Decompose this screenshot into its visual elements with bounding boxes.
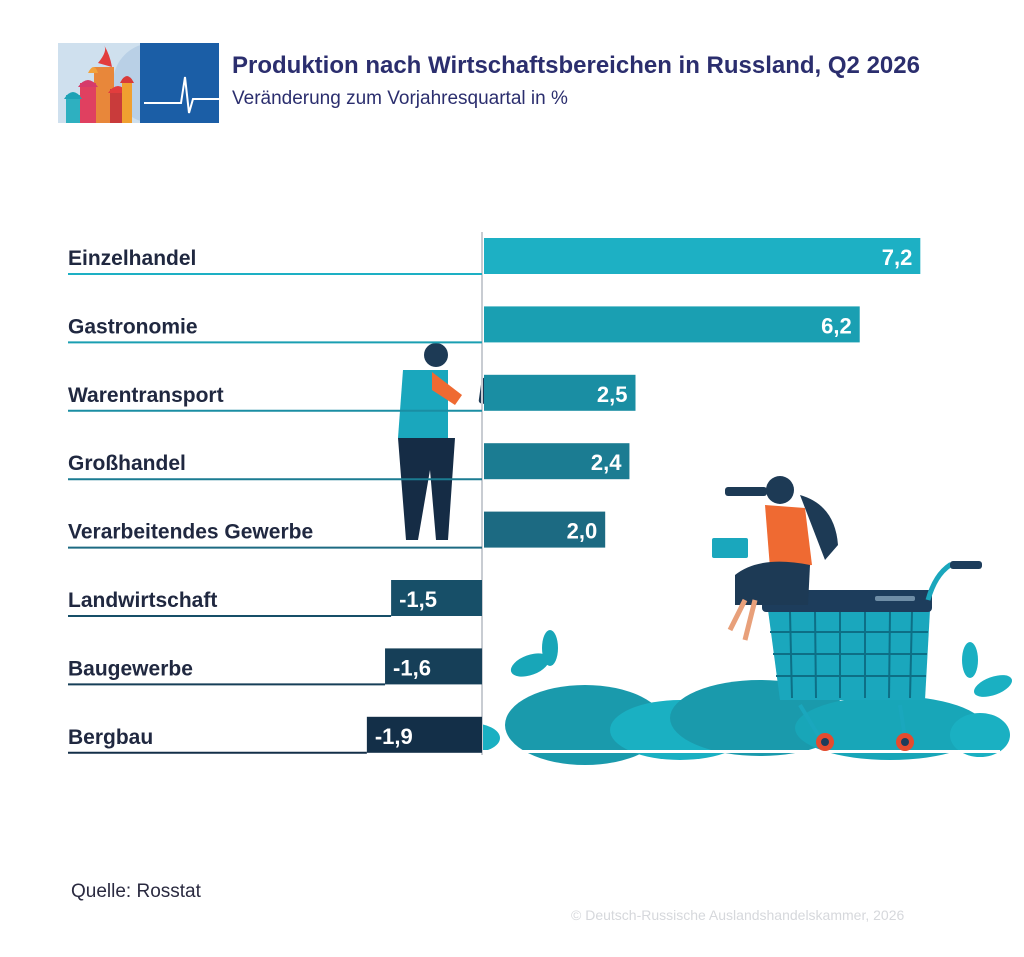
value-label: 2,4 bbox=[591, 450, 622, 475]
chart-title: Produktion nach Wirtschaftsbereichen in … bbox=[232, 52, 920, 79]
chart-subtitle: Veränderung zum Vorjahresquartal in % bbox=[232, 88, 568, 109]
category-label: Verarbeitendes Gewerbe bbox=[68, 521, 313, 544]
value-label: 2,0 bbox=[567, 519, 598, 544]
bar-gastronomie bbox=[484, 306, 860, 343]
bar-einzelhandel bbox=[484, 238, 921, 274]
value-label: 6,2 bbox=[821, 313, 852, 338]
header-logo bbox=[58, 43, 219, 123]
value-label: 7,2 bbox=[882, 245, 913, 270]
bar-landwirtschaft bbox=[391, 580, 482, 616]
category-label: Baugewerbe bbox=[68, 657, 193, 680]
bar-großhandel bbox=[484, 443, 630, 480]
bar-verarbeitendes-gewerbe bbox=[484, 511, 606, 548]
value-label: 2,5 bbox=[597, 382, 628, 407]
value-label: -1,6 bbox=[393, 655, 431, 680]
category-label: Gastronomie bbox=[68, 315, 198, 338]
category-label: Großhandel bbox=[68, 452, 186, 475]
category-label: Warentransport bbox=[68, 384, 224, 407]
category-label: Landwirtschaft bbox=[68, 589, 217, 612]
value-label: -1,9 bbox=[375, 724, 413, 749]
value-label: -1,5 bbox=[399, 587, 437, 612]
bar-baugewerbe bbox=[385, 648, 482, 685]
category-label: Einzelhandel bbox=[68, 247, 196, 270]
bar-bergbau bbox=[366, 716, 482, 753]
bar-warentransport bbox=[484, 374, 636, 411]
copyright-note: © Deutsch-Russische Auslandshandelskamme… bbox=[571, 907, 905, 923]
category-label: Bergbau bbox=[68, 726, 153, 749]
source-note: Quelle: Rosstat bbox=[71, 881, 201, 902]
